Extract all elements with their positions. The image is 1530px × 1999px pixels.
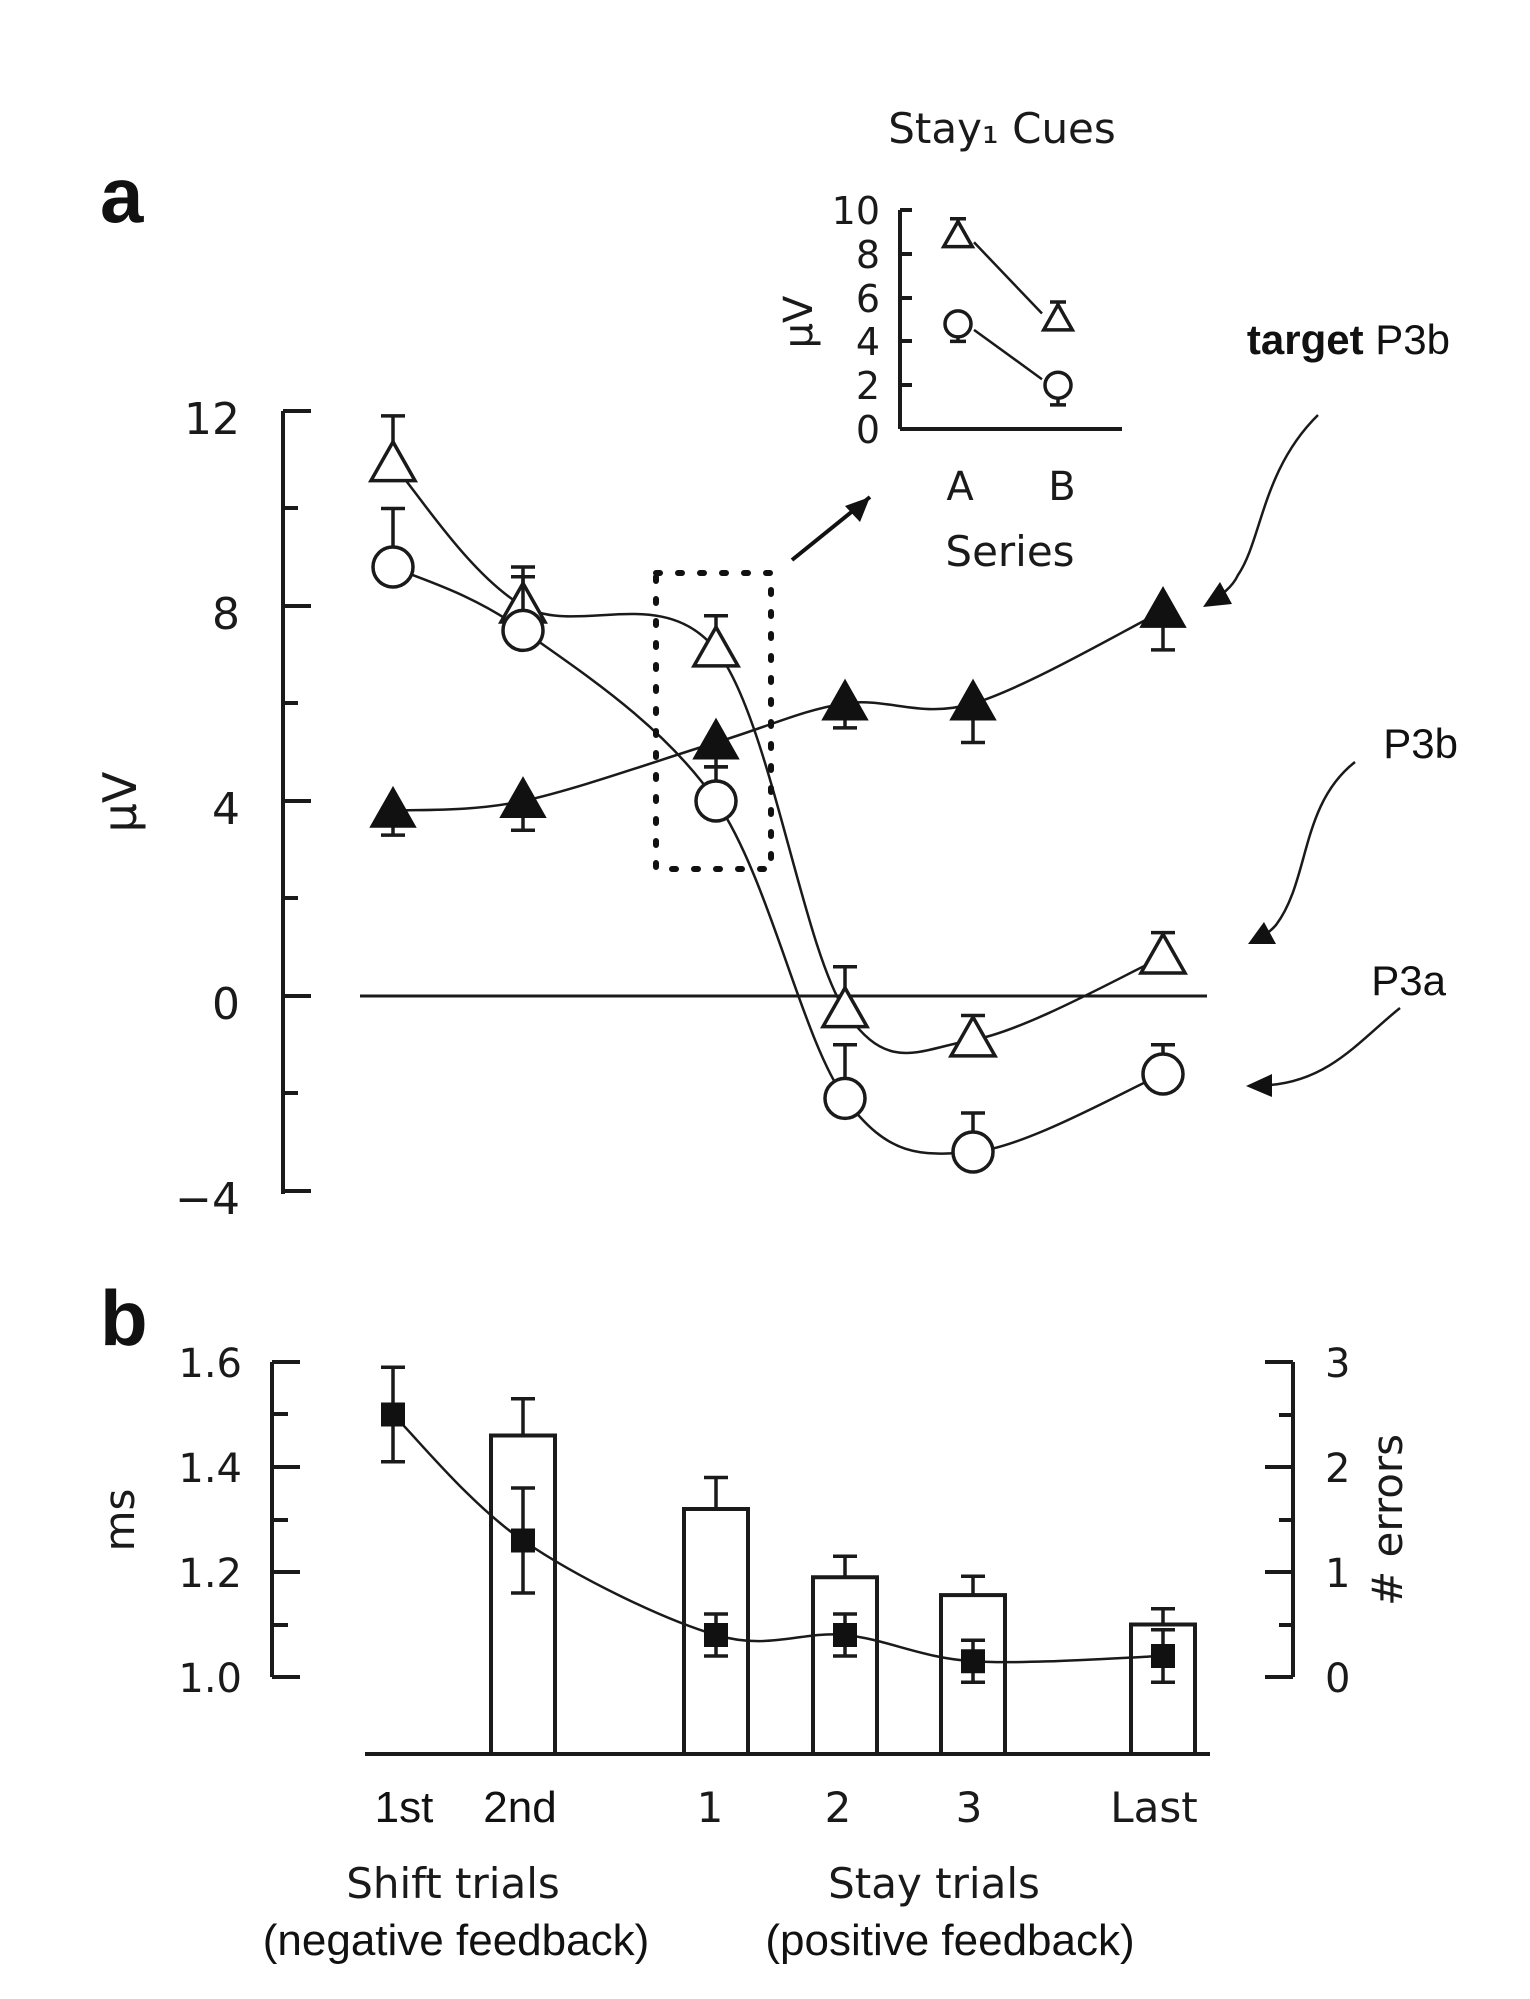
p3b-point <box>1137 930 1189 975</box>
inset-y-tick: 8 <box>856 233 880 277</box>
inset-y-label: µV <box>776 295 822 348</box>
errors-bar-error <box>1151 1607 1175 1625</box>
target-p3b-arrow <box>1209 414 1319 604</box>
inset-triangle-line <box>973 241 1043 315</box>
p3a-label: P3a <box>1371 957 1446 1004</box>
inset-arrowhead <box>845 497 870 522</box>
rt-point <box>381 1402 405 1427</box>
panel-a-y-label: µV <box>93 771 147 832</box>
p3b-arrow <box>1255 761 1356 942</box>
panel-a-plot <box>367 414 1189 1174</box>
x-tick: 2nd <box>483 1783 556 1832</box>
target-p3b-label: target P3b <box>1247 316 1450 363</box>
target-p3b-arrowhead <box>1203 582 1232 607</box>
target-p3b-point <box>1139 586 1187 628</box>
highlight-box <box>653 570 774 872</box>
errors-bar-error <box>961 1574 985 1596</box>
inset-title: Stay₁ Cues <box>888 104 1116 153</box>
panel-a-letter: a <box>100 151 144 239</box>
errors-bar-error <box>833 1554 857 1578</box>
p3a-point <box>371 545 415 589</box>
target-label-bold: target <box>1247 316 1364 363</box>
panel-b-y2-tick: 1 <box>1325 1551 1350 1597</box>
panel-b-plot <box>381 1365 1197 1756</box>
panel-b-letter: b <box>100 1274 148 1362</box>
rt-curve <box>392 1413 1164 1664</box>
p3b-point <box>819 984 871 1029</box>
inset-axes <box>898 208 1122 431</box>
inset-triangle-point <box>940 217 976 249</box>
x-tick: 3 <box>956 1783 983 1832</box>
p3a-arrow <box>1269 1007 1401 1087</box>
inset-y-tick: 4 <box>856 320 880 364</box>
p3b-label: P3b <box>1383 720 1458 767</box>
shift-trials-sublabel: (negative feedback) <box>263 1916 649 1965</box>
panel-b-y-tick: 1.6 <box>178 1341 242 1387</box>
p3a-point <box>951 1130 995 1174</box>
errors-bar-error <box>511 1397 535 1436</box>
panel-b-y2-tick: 0 <box>1325 1656 1350 1702</box>
panel-a-y-tick: −4 <box>175 1174 240 1225</box>
target-label-rest: P3b <box>1375 316 1450 363</box>
target-p3b-point <box>949 678 997 721</box>
panel-a-y-tick: 4 <box>212 784 240 835</box>
p3b-arrowhead <box>1248 922 1276 944</box>
errors-bar-error <box>704 1475 728 1509</box>
p3a-point <box>823 1076 867 1121</box>
panel-b-y2-tick: 3 <box>1325 1341 1350 1387</box>
target-p3b-point <box>821 678 869 721</box>
rt-point <box>511 1528 535 1553</box>
inset-x-tick: A <box>946 464 974 510</box>
rt-point <box>704 1623 728 1647</box>
x-tick: 1 <box>697 1783 724 1832</box>
inset-y-tick: 0 <box>856 408 880 452</box>
inset-x-label: Series <box>945 527 1074 576</box>
x-tick: Last <box>1110 1783 1198 1832</box>
inset-circle-point <box>943 309 973 339</box>
p3b-point <box>367 438 419 483</box>
target-p3b-point <box>369 785 417 828</box>
shift-trials-label: Shift trials <box>346 1859 560 1908</box>
panel-a-y-tick: 8 <box>212 589 240 640</box>
x-tick: 1st <box>375 1783 434 1832</box>
inset-triangle-point <box>1040 301 1076 332</box>
panel-a-y-tick: 0 <box>212 979 240 1030</box>
target-p3b-point <box>499 776 547 818</box>
rt-point <box>833 1623 857 1647</box>
rt-point <box>961 1649 985 1674</box>
stay-trials-sublabel: (positive feedback) <box>765 1916 1134 1965</box>
p3b-point <box>690 623 742 668</box>
inset-y-tick: 10 <box>832 189 880 233</box>
panel-b-y2-label: # errors <box>1363 1434 1412 1606</box>
p3a-arrowhead <box>1246 1074 1272 1097</box>
p3a-point <box>1141 1052 1185 1096</box>
panel-b-left-axis <box>270 1360 300 1679</box>
panel-b-y2-tick: 2 <box>1325 1446 1350 1492</box>
inset-circle-point <box>1043 370 1073 400</box>
p3a-point <box>694 779 738 823</box>
errors-bar <box>811 1575 879 1756</box>
panel-b-right-axis <box>1265 1360 1295 1679</box>
panel-a-y-axis <box>281 409 311 1194</box>
stay-trials-label: Stay trials <box>828 1859 1040 1908</box>
panel-b-y-tick: 1.0 <box>178 1656 242 1702</box>
p3b-point <box>947 1013 999 1058</box>
p3a-point <box>501 608 545 653</box>
x-tick: 2 <box>825 1783 852 1832</box>
target-p3b-point <box>692 717 740 760</box>
inset-circle-line <box>973 328 1043 381</box>
panel-b-y-label: ms <box>95 1489 144 1552</box>
inset-plot <box>940 217 1076 407</box>
panel-b-y-tick: 1.2 <box>178 1551 242 1597</box>
panel-b-y-tick: 1.4 <box>178 1446 242 1492</box>
rt-point <box>1151 1644 1175 1668</box>
p3a-curve <box>392 565 1164 1155</box>
inset-y-tick: 6 <box>856 277 880 321</box>
inset-y-tick: 2 <box>856 364 880 408</box>
inset-x-tick: B <box>1048 464 1075 510</box>
panel-a-y-tick: 12 <box>184 394 240 445</box>
